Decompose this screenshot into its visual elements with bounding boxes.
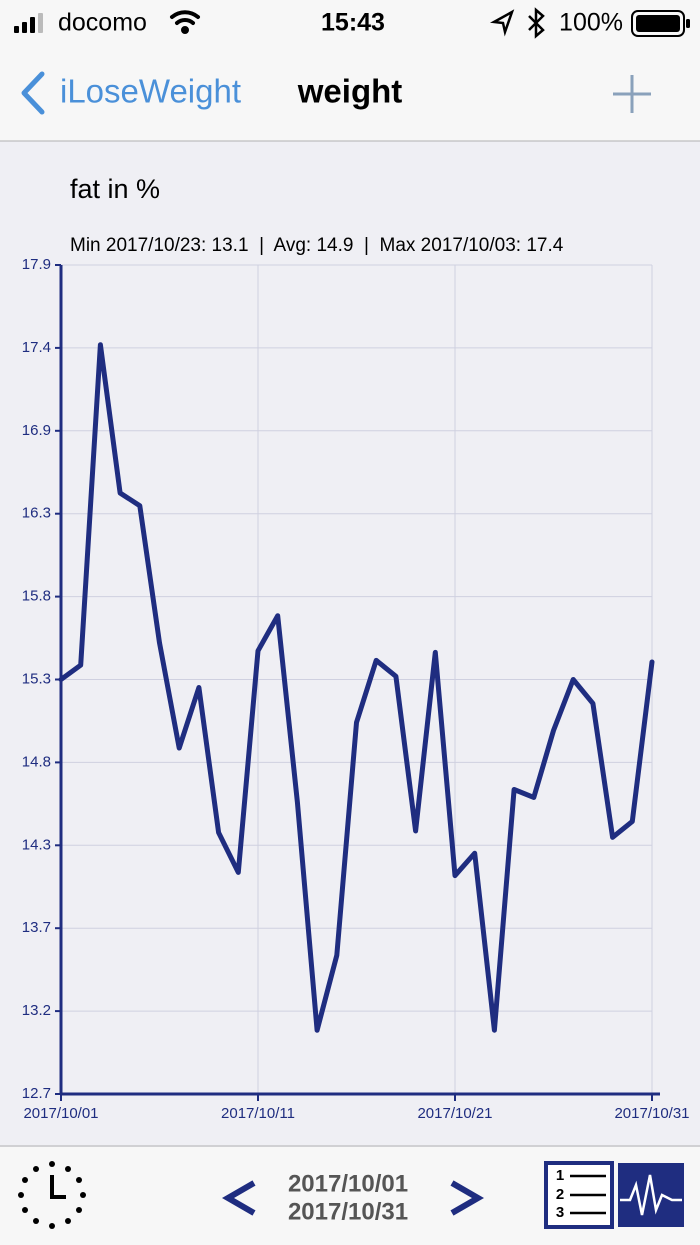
x-tick-label: 2017/10/11 <box>221 1105 295 1122</box>
y-tick-label: 14.8 <box>22 753 51 770</box>
wifi-icon <box>170 10 200 34</box>
next-button[interactable] <box>450 1180 485 1216</box>
add-button[interactable] <box>613 75 651 113</box>
y-tick-label: 15.3 <box>22 670 51 687</box>
clock-time: 15:43 <box>321 9 385 37</box>
list-button[interactable]: 1 2 3 <box>544 1161 614 1229</box>
y-tick-label: 17.4 <box>22 339 51 356</box>
y-tick-label: 16.3 <box>22 505 51 522</box>
top-bar <box>0 0 700 141</box>
nav-title: weight <box>297 73 403 110</box>
battery-icon <box>631 10 690 37</box>
signal <box>14 13 43 33</box>
previous-button[interactable] <box>221 1180 256 1216</box>
y-tick-label: 13.7 <box>22 919 51 936</box>
clock-button[interactable] <box>18 1161 86 1229</box>
svg-text:3: 3 <box>556 1204 564 1221</box>
plot: 12.7 13.2 13.7 14.3 14.8 15.3 15.8 16.3 16.9 17.4… <box>22 256 690 1122</box>
y-tick-label: 12.7 <box>22 1085 51 1102</box>
y-tick-label: 15.8 <box>22 588 51 605</box>
range-start: 2017/10/01 <box>288 1170 408 1197</box>
battery-level: 100% <box>559 9 623 37</box>
bluetooth-icon <box>528 7 545 39</box>
y-tick-label: 17.9 <box>22 256 51 273</box>
data-line <box>58 342 655 1033</box>
range-end: 2017/10/31 <box>288 1198 408 1225</box>
chart-subtitle: Min 2017/10/23: 13.1 | Avg: 14.9 | Max 2… <box>70 235 564 256</box>
y-tick-label: 16.9 <box>22 422 51 439</box>
svg-text:2: 2 <box>556 1186 564 1203</box>
x-tick-label: 2017/10/21 <box>417 1105 492 1122</box>
chart-button[interactable] <box>618 1163 684 1227</box>
chart-title: fat in % <box>70 174 160 204</box>
location-icon <box>489 9 515 37</box>
x-tick-label: 2017/10/31 <box>614 1105 689 1122</box>
y-tick-label: 13.2 <box>22 1002 51 1019</box>
carrier: docomo <box>58 9 147 37</box>
back-label[interactable]: iLoseWeight <box>60 73 241 110</box>
x-tick-label: 2017/10/01 <box>23 1105 98 1122</box>
y-tick-label: 14.3 <box>22 836 51 853</box>
svg-text:1: 1 <box>556 1167 564 1184</box>
back-button[interactable]: iLoseWeight <box>21 71 241 115</box>
